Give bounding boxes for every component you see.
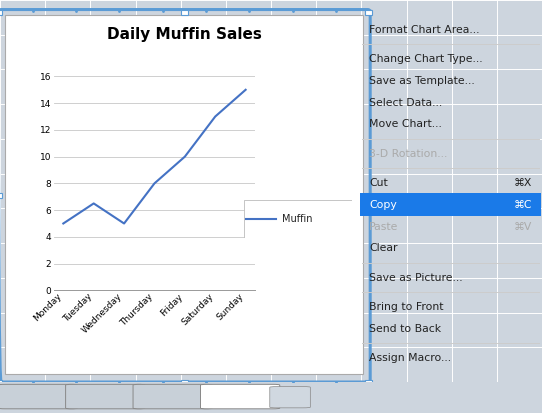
Bar	[0, 193, 2, 198]
Bar	[0, 9, 2, 14]
Text: Format Chart Area...: Format Chart Area...	[369, 25, 480, 35]
Text: Sheet2: Sheet2	[21, 390, 55, 400]
Text: Save as Picture...: Save as Picture...	[369, 273, 462, 282]
Bar	[365, 380, 372, 385]
Text: Clear: Clear	[369, 243, 397, 253]
Bar	[365, 193, 372, 198]
Bar	[5, 15, 363, 374]
Text: ⌘V: ⌘V	[513, 221, 532, 232]
Text: ⌘X: ⌘X	[513, 178, 532, 188]
Bar	[181, 9, 188, 14]
Text: Muffin: Muffin	[282, 214, 312, 224]
Text: Send to Back: Send to Back	[369, 324, 441, 334]
Text: Select Data...: Select Data...	[369, 97, 442, 107]
Text: Save as Template...: Save as Template...	[369, 76, 475, 86]
Bar	[0, 380, 2, 385]
FancyBboxPatch shape	[0, 385, 78, 409]
FancyBboxPatch shape	[66, 385, 145, 409]
Text: Change Chart Type...: Change Chart Type...	[369, 54, 482, 64]
Text: 3-D Rotation...: 3-D Rotation...	[369, 149, 447, 159]
Bar	[365, 9, 372, 14]
Bar	[360, 193, 541, 216]
Text: Daily Muffin Sales: Daily Muffin Sales	[107, 27, 262, 42]
Text: +: +	[285, 389, 295, 401]
Bar	[181, 380, 188, 385]
Text: Sheet4: Sheet4	[156, 390, 190, 400]
Text: Assign Macro...: Assign Macro...	[369, 353, 451, 363]
FancyBboxPatch shape	[201, 385, 280, 409]
FancyBboxPatch shape	[133, 385, 212, 409]
Text: Copy: Copy	[369, 200, 397, 210]
Text: Paste: Paste	[369, 221, 398, 232]
Text: Bring to Front: Bring to Front	[369, 302, 443, 312]
Text: Sheet3: Sheet3	[88, 390, 122, 400]
Text: Cut: Cut	[369, 178, 388, 188]
Text: ⌘C: ⌘C	[513, 200, 532, 210]
Text: Sheet5: Sheet5	[221, 390, 260, 400]
Text: Move Chart...: Move Chart...	[369, 119, 442, 129]
FancyBboxPatch shape	[270, 387, 311, 408]
